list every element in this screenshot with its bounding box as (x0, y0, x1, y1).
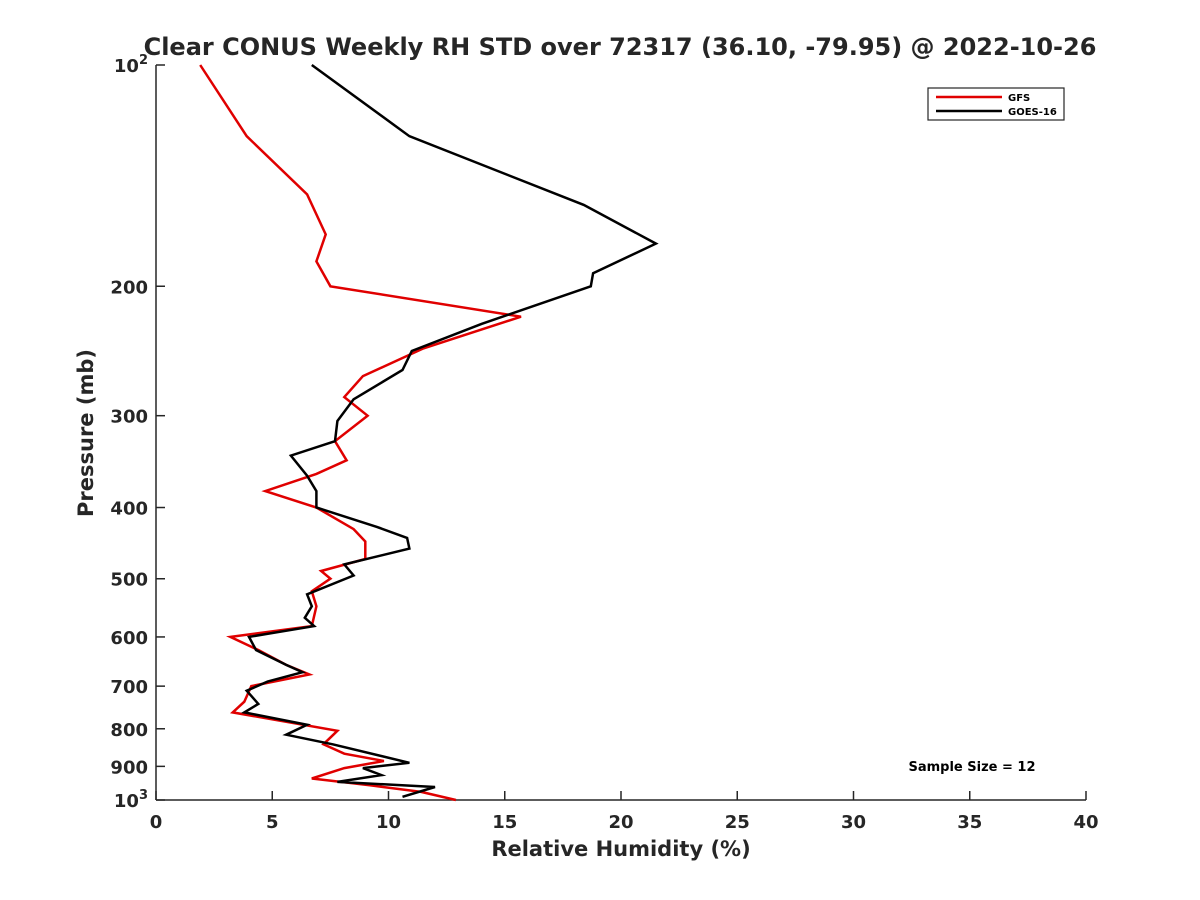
series-line-gfs (199, 64, 522, 802)
y-axis-label: Pressure (mb) (74, 349, 98, 517)
x-tick-label: 35 (957, 812, 982, 833)
x-axis-ticks: 0 5 10 15 20 25 30 35 40 (150, 791, 1099, 833)
y-tick-label: 102 (114, 53, 148, 77)
legend-box (927, 87, 1065, 121)
y-tick-label: 900 (110, 757, 148, 778)
y-tick-label-exponent: 3 (139, 788, 148, 803)
y-tick-label-base: 10 (114, 791, 139, 812)
legend-label-gfs: GFS (1008, 93, 1030, 104)
x-tick-label: 25 (725, 812, 750, 833)
legend: GFS GOES-16 (927, 87, 1065, 121)
y-tick-label: 300 (110, 407, 148, 428)
y-tick-label: 600 (110, 628, 148, 649)
x-tick-label: 0 (150, 812, 163, 833)
x-tick-label: 10 (376, 812, 401, 833)
y-tick-label-base: 10 (114, 56, 139, 77)
sample-size-annotation: Sample Size = 12 (908, 760, 1035, 775)
x-tick-label: 30 (841, 812, 866, 833)
chart-title: Clear CONUS Weekly RH STD over 72317 (36… (144, 33, 1097, 61)
y-tick-label: 200 (110, 277, 148, 298)
x-axis-label: Relative Humidity (%) (491, 837, 750, 861)
legend-label-goes-16: GOES-16 (1008, 107, 1057, 118)
series-line-goes-16 (240, 63, 659, 798)
y-tick-label: 700 (110, 677, 148, 698)
x-tick-label: 15 (492, 812, 517, 833)
y-tick-label: 400 (110, 499, 148, 520)
series-lines (199, 63, 659, 802)
y-tick-label: 800 (110, 720, 148, 741)
x-tick-label: 40 (1073, 812, 1098, 833)
x-tick-label: 20 (608, 812, 633, 833)
y-tick-label: 103 (114, 788, 148, 812)
x-tick-label: 5 (266, 812, 279, 833)
y-tick-label-exponent: 2 (139, 53, 148, 68)
y-tick-label: 500 (110, 570, 148, 591)
